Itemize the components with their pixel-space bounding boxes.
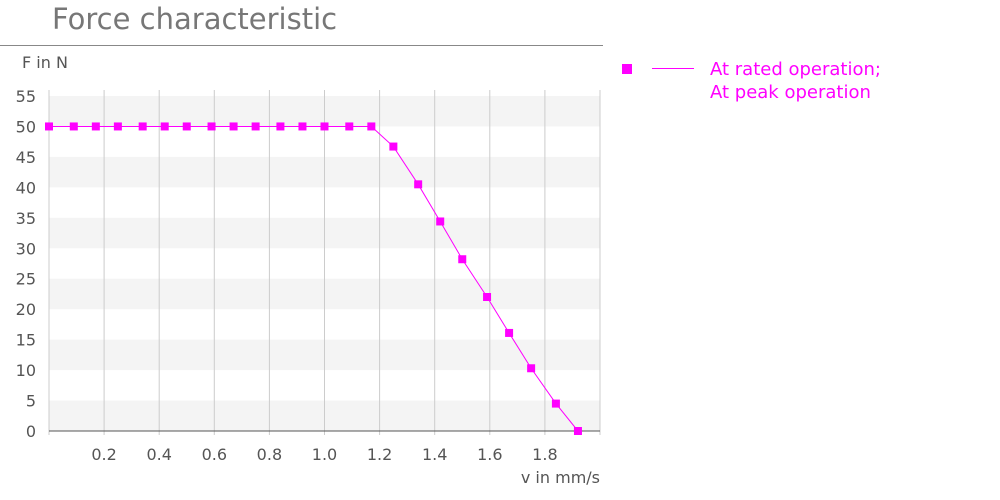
- x-tick-label: 0.2: [91, 445, 116, 464]
- y-tick-label: 55: [16, 87, 36, 106]
- legend-line-icon: [652, 68, 694, 69]
- y-tick-label: 20: [16, 300, 36, 319]
- y-tick-label: 40: [16, 178, 36, 197]
- y-tick-label: 30: [16, 239, 36, 258]
- data-point: [45, 122, 53, 131]
- legend-label: At rated operation; At peak operation: [710, 58, 881, 104]
- y-tick-labels: 0 5 10 15 20 25 30 35 40 45 50 55: [16, 87, 36, 441]
- x-tick-label: 0.6: [202, 445, 227, 464]
- data-point: [251, 122, 260, 131]
- data-point: [182, 122, 191, 131]
- y-tick-label: 25: [16, 270, 36, 289]
- data-point: [505, 328, 514, 337]
- x-tick-label: 0.4: [146, 445, 171, 464]
- data-point: [551, 399, 560, 408]
- data-point: [320, 122, 329, 131]
- y-tick-label: 15: [16, 331, 36, 350]
- y-tick-label: 45: [16, 148, 36, 167]
- y-tick-label: 10: [16, 361, 36, 380]
- legend-line-2: At peak operation: [710, 82, 871, 103]
- x-tick-label: 1.6: [477, 445, 502, 464]
- x-tick-label: 1.2: [367, 445, 392, 464]
- data-point: [91, 122, 100, 131]
- x-axis-label: v in mm/s: [521, 468, 600, 487]
- vertical-gridlines: [48, 90, 601, 435]
- x-tick-label: 1.4: [422, 445, 447, 464]
- legend-line-1: At rated operation;: [710, 59, 881, 80]
- data-point: [113, 122, 122, 131]
- data-point: [160, 122, 169, 131]
- data-point: [458, 255, 467, 264]
- data-point: [436, 217, 445, 226]
- title-divider: [0, 45, 603, 46]
- data-point: [276, 122, 285, 131]
- series-markers: [45, 122, 582, 435]
- data-point: [345, 122, 354, 131]
- data-point: [573, 427, 582, 435]
- data-point: [229, 122, 238, 131]
- y-tick-label: 35: [16, 209, 36, 228]
- legend: At rated operation; At peak operation: [622, 58, 952, 108]
- y-tick-label: 5: [26, 392, 36, 411]
- series-line: [49, 125, 579, 432]
- x-tick-label: 1.8: [532, 445, 557, 464]
- data-point: [389, 142, 398, 151]
- data-point: [138, 122, 147, 131]
- data-point: [414, 180, 423, 189]
- y-tick-label: 50: [16, 117, 36, 136]
- x-tick-labels: 0.2 0.4 0.6 0.8 1.0 1.2 1.4 1.6 1.8: [91, 445, 557, 464]
- y-tick-label: 0: [26, 422, 36, 441]
- x-tick-label: 0.8: [257, 445, 282, 464]
- data-point: [207, 122, 216, 131]
- y-axis-label: F in N: [22, 53, 68, 72]
- data-point: [483, 293, 492, 301]
- x-tick-label: 1.0: [312, 445, 337, 464]
- data-point: [298, 122, 307, 131]
- data-point: [527, 364, 536, 373]
- chart-title: Force characteristic: [52, 2, 338, 36]
- data-point: [367, 122, 376, 131]
- data-point: [69, 122, 78, 131]
- legend-marker-icon: [622, 64, 632, 74]
